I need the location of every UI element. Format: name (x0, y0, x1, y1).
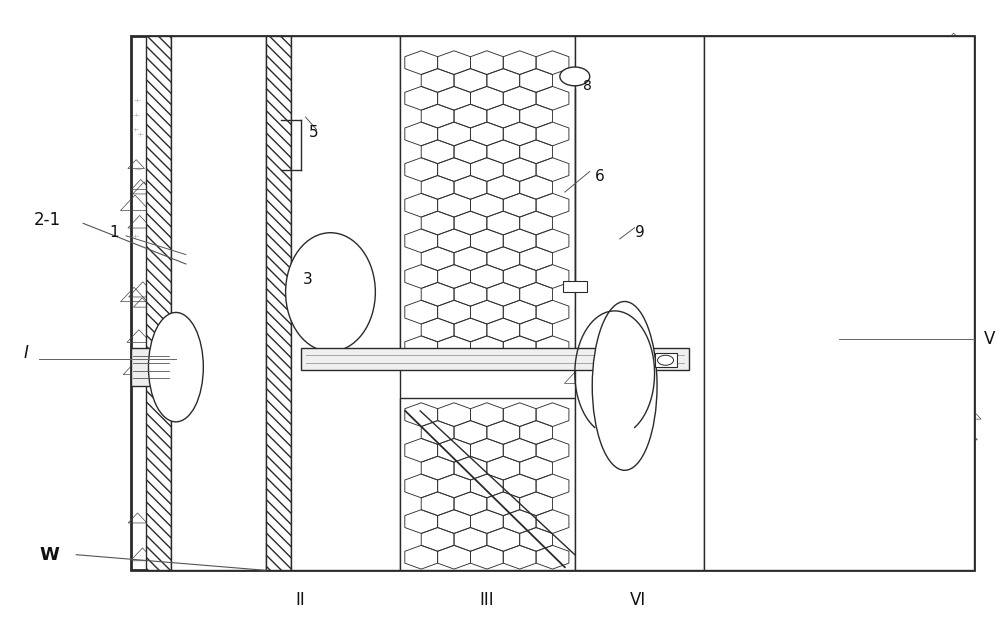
Text: V: V (984, 330, 995, 348)
Bar (655, 354, 677, 367)
Text: 5: 5 (309, 125, 318, 140)
Text: W: W (39, 546, 59, 564)
Circle shape (658, 355, 674, 365)
Text: II: II (296, 592, 305, 609)
Bar (266, 36, 291, 570)
Circle shape (560, 67, 590, 86)
Ellipse shape (286, 233, 375, 352)
Ellipse shape (148, 313, 203, 422)
Bar (704, 36, 974, 570)
Text: 6: 6 (595, 169, 604, 184)
Ellipse shape (592, 301, 657, 470)
Text: VI: VI (629, 592, 646, 609)
Bar (563, 281, 587, 292)
Bar (400, 398, 575, 570)
Bar (575, 36, 704, 570)
Text: 9: 9 (635, 225, 644, 241)
Text: 2-1: 2-1 (33, 211, 60, 229)
Bar (146, 36, 171, 570)
Bar (400, 36, 575, 361)
Text: 1: 1 (109, 225, 119, 241)
Bar (301, 349, 689, 371)
Text: 8: 8 (583, 78, 592, 93)
Text: III: III (480, 592, 494, 609)
Bar (131, 349, 171, 386)
Text: 3: 3 (303, 272, 312, 287)
Bar (131, 36, 974, 570)
Bar (291, 36, 400, 570)
Bar (171, 36, 266, 570)
Text: I: I (23, 344, 28, 362)
